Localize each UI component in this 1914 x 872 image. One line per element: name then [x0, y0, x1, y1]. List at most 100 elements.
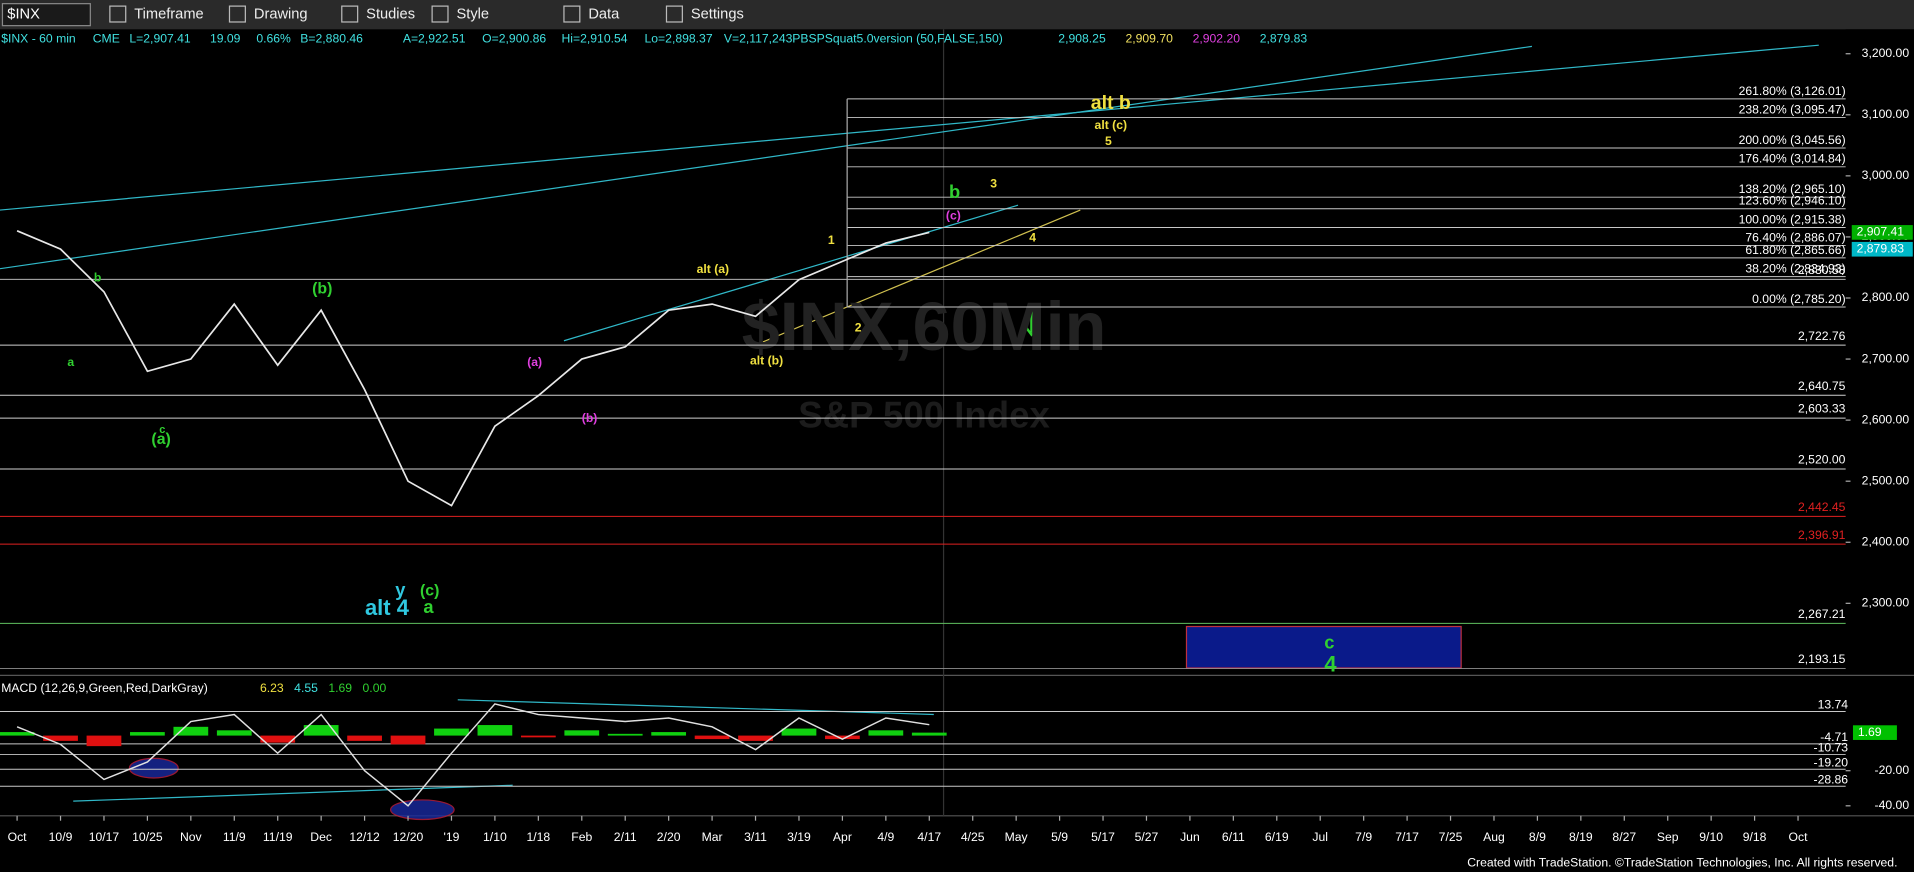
macd-value: 1.69: [328, 681, 352, 695]
toolbar-icon[interactable]: [109, 5, 127, 23]
y-tick-label: 2,400.00: [1862, 534, 1910, 548]
macd-level-label: 13.74: [1818, 698, 1849, 712]
level-label: 2,603.33: [1798, 402, 1846, 416]
price-tag-label: 2,907.41: [1857, 225, 1905, 239]
trend-line: [0, 45, 1533, 270]
x-tick-label: Sep: [1657, 830, 1679, 844]
header-field: V=2,117,243: [724, 31, 793, 45]
wave-label: 3: [990, 177, 997, 191]
macd-level-label: -4.71: [1820, 730, 1848, 744]
toolbar-button[interactable]: Data: [588, 7, 620, 23]
histogram-bar: [651, 732, 687, 736]
macd-value: 4.55: [294, 681, 318, 695]
histogram-bar: [130, 732, 165, 736]
header-field: Hi=2,910.54: [562, 31, 628, 45]
histogram-bar: [303, 725, 339, 736]
study-value: 2,908.25: [1058, 31, 1106, 45]
price-axis: [1845, 29, 1914, 855]
x-tick-label: 7/25: [1439, 830, 1463, 844]
x-tick-label: 7/17: [1395, 830, 1419, 844]
watermark: S&P 500 Index: [798, 394, 1050, 435]
x-tick-label: 6/11: [1222, 830, 1245, 844]
macd-level-label: -28.86: [1814, 772, 1849, 786]
study-value: 2,909.70: [1125, 31, 1173, 45]
x-tick-label: 8/9: [1529, 830, 1546, 844]
x-tick-label: Aug: [1483, 830, 1505, 844]
fib-label: 76.40% (2,886.07): [1745, 230, 1845, 244]
histogram-bar: [390, 735, 426, 745]
x-tick-label: 5/27: [1135, 830, 1159, 844]
symbol-box[interactable]: [1, 3, 91, 27]
histogram-bar: [173, 726, 209, 736]
fib-label: 238.20% (3,095.47): [1739, 102, 1846, 116]
toolbar-button[interactable]: Studies: [366, 7, 415, 23]
histogram-bar: [260, 735, 296, 743]
x-tick-label: 2/11: [614, 830, 637, 844]
wave-label: alt 4: [365, 595, 410, 620]
histogram-bar: [868, 730, 904, 736]
toolbar-icon[interactable]: [228, 5, 246, 23]
toolbar-button[interactable]: Settings: [691, 7, 744, 23]
macd-value: 0.00: [363, 681, 387, 695]
wave-label: (b): [582, 411, 598, 425]
y-tick-label: 2,300.00: [1862, 596, 1910, 610]
toolbar-button[interactable]: Timeframe: [134, 7, 203, 23]
x-tick-label: 5/9: [1051, 830, 1068, 844]
y-tick-label: 3,200.00: [1862, 46, 1910, 60]
toolbar-icon[interactable]: [563, 5, 581, 23]
wave-label: b: [949, 181, 960, 202]
wave-label: alt (c): [1095, 118, 1128, 132]
x-tick-label: 10/25: [132, 830, 163, 844]
wave-label: (a): [527, 355, 542, 369]
header-field: 0.66%: [256, 31, 291, 45]
header-field: O=2,900.86: [482, 31, 546, 45]
x-tick-label: Mar: [702, 830, 723, 844]
x-tick-label: May: [1005, 830, 1029, 844]
symbol-input[interactable]: $INX: [7, 7, 40, 23]
wave-label: 2: [855, 321, 862, 335]
fib-label: 100.00% (2,915.38): [1739, 212, 1846, 226]
fib-label: 176.40% (3,014.84): [1739, 152, 1846, 166]
y-tick-label: 3,000.00: [1862, 168, 1910, 182]
histogram-bar: [694, 735, 730, 740]
price-tag-label: 1.69: [1858, 725, 1882, 739]
header-field: Lo=2,898.37: [645, 31, 713, 45]
wave-label: 4: [1324, 651, 1337, 676]
x-tick-label: 10/17: [89, 830, 120, 844]
header-field: 19.09: [210, 31, 241, 45]
histogram-bar: [781, 728, 817, 736]
trend-line: [762, 209, 1081, 343]
highlight: [390, 799, 455, 821]
histogram-bar: [738, 735, 773, 741]
x-tick-label: 1/18: [526, 830, 550, 844]
x-tick-label: 9/10: [1699, 830, 1723, 844]
x-tick-label: Jul: [1312, 830, 1328, 844]
x-tick-label: Feb: [571, 830, 592, 844]
price-tag: [1852, 725, 1897, 740]
wave-label: alt (b): [750, 354, 783, 368]
toolbar-button[interactable]: Drawing: [254, 7, 308, 23]
toolbar-icon[interactable]: [665, 5, 683, 23]
y-tick-label: 3,100.00: [1862, 107, 1910, 121]
toolbar-icon[interactable]: [341, 5, 359, 23]
x-tick-label: Oct: [1789, 830, 1809, 844]
x-tick-label: 5/17: [1091, 830, 1115, 844]
toolbar-icon[interactable]: [431, 5, 449, 23]
x-tick-label: 4/17: [917, 830, 941, 844]
wave-label: alt b: [1091, 92, 1131, 114]
down-arrow: [1023, 308, 1040, 337]
histogram-bar: [347, 735, 382, 741]
wave-label: c: [1324, 631, 1334, 652]
fib-label: 61.80% (2,865.66): [1745, 243, 1845, 257]
fib-label: 123.60% (2,946.10): [1739, 194, 1846, 208]
wave-label: a: [423, 596, 434, 617]
y-tick-label: 2,700.00: [1862, 351, 1910, 365]
histogram-bar: [477, 725, 513, 736]
price-tag-label: 2,879.83: [1857, 241, 1905, 255]
y-tick-label: -40.00: [1875, 798, 1910, 812]
toolbar: [0, 0, 1914, 30]
x-tick-label: Jun: [1180, 830, 1200, 844]
wave-label: a: [67, 355, 74, 369]
toolbar-button[interactable]: Style: [457, 7, 490, 23]
x-tick-label: '19: [444, 830, 460, 844]
